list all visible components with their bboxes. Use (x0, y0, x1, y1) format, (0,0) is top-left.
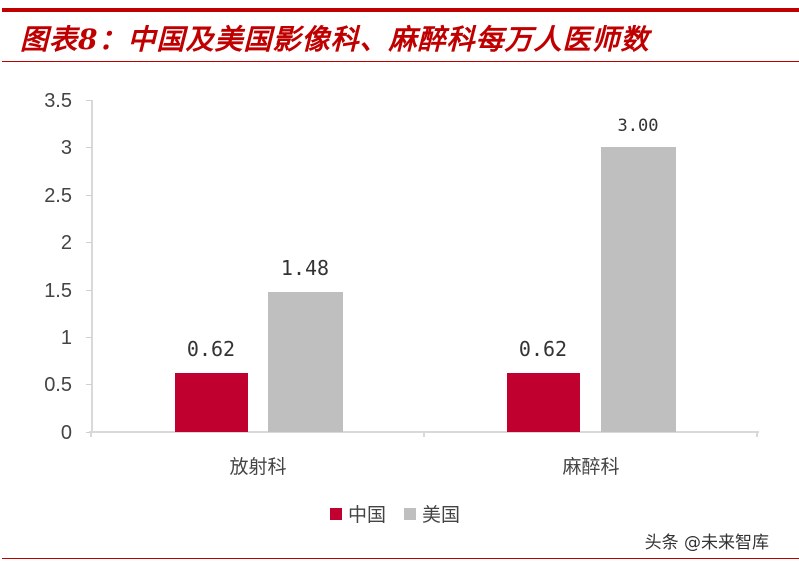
category-label-radiology: 放射科 (229, 456, 287, 478)
y-tick (86, 290, 92, 291)
y-tick-label: 1.5 (44, 280, 72, 302)
legend-swatch-usa (404, 507, 417, 520)
legend-item-usa: 美国 (404, 500, 460, 527)
x-tick (90, 431, 92, 437)
x-tick (423, 431, 425, 437)
y-tick (86, 242, 92, 243)
y-axis (91, 100, 93, 433)
y-tick (86, 195, 92, 196)
y-tick (86, 432, 92, 433)
y-tick-label: 3.5 (44, 90, 72, 112)
y-tick-label: 2.5 (44, 185, 72, 207)
legend-label-usa: 美国 (422, 504, 461, 526)
header-top-bar (2, 8, 799, 12)
y-tick (86, 337, 92, 338)
legend-swatch-china (330, 507, 342, 520)
legend-item-china: 中国 (330, 500, 386, 527)
watermark: 头条 @未来智库 (644, 533, 769, 553)
legend-label-china: 中国 (348, 504, 387, 526)
bar-radiology-china (175, 373, 248, 432)
chart-title: 图表8：中国及美国影像科、麻醉科每万人医师数 (20, 23, 650, 56)
bar-anesthesia-china (507, 373, 580, 432)
bar-anesthesia-usa (601, 147, 676, 432)
data-label-radiology-china: 0.62 (186, 337, 236, 361)
title-divider (2, 61, 799, 62)
chart-legend: 中国 美国 (330, 500, 478, 527)
y-tick (86, 384, 92, 385)
y-tick (86, 100, 92, 101)
data-label-radiology-usa: 1.48 (280, 256, 330, 280)
category-label-anesthesia: 麻醉科 (562, 456, 620, 478)
y-tick-label: 1 (60, 327, 72, 349)
x-tick (756, 431, 758, 437)
y-tick-label: 0 (60, 422, 72, 444)
bar-radiology-usa (268, 292, 343, 432)
y-tick-label: 3 (60, 137, 72, 159)
data-label-anesthesia-china: 0.62 (518, 337, 568, 361)
y-tick-label: 0.5 (44, 374, 72, 396)
y-tick (86, 147, 92, 148)
data-label-anesthesia-usa: 3.00 (617, 116, 659, 136)
footer-divider (2, 558, 799, 559)
y-tick-label: 2 (60, 232, 72, 254)
